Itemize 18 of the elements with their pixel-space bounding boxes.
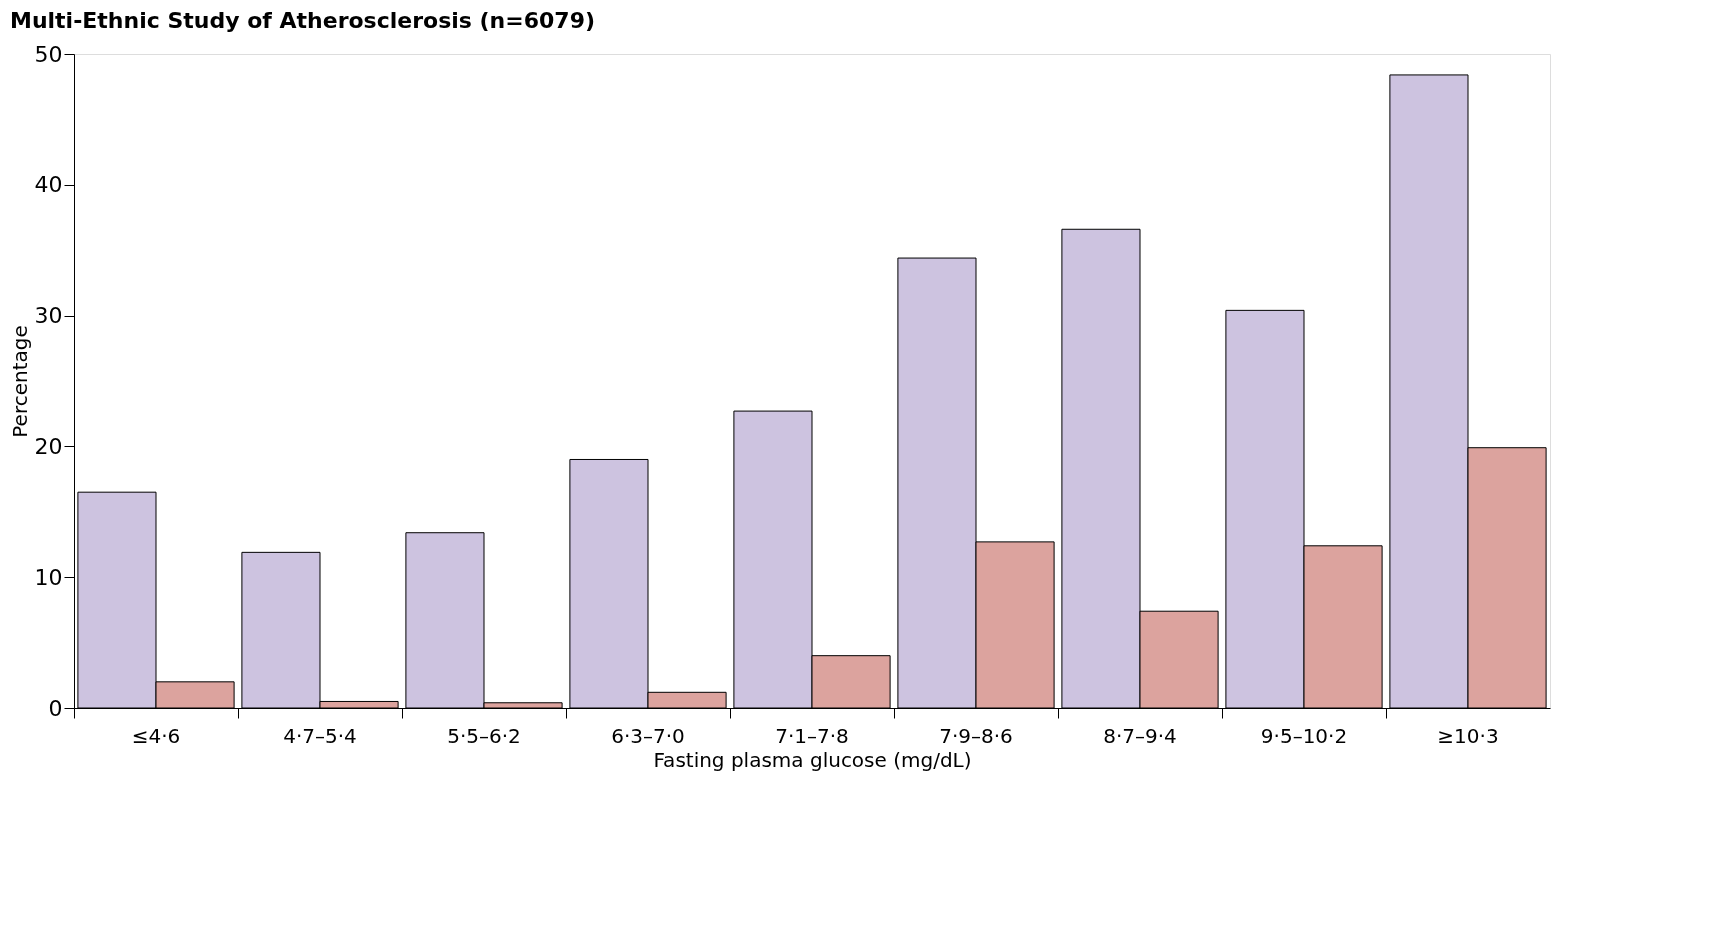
y-axis-title: Percentage <box>7 325 32 438</box>
y-tick-label: 40 <box>34 172 63 198</box>
x-tick-label: 7·9–8·6 <box>939 723 1013 748</box>
x-tick-label: 5·5–6·2 <box>447 723 521 748</box>
x-tick-label: 7·1–7·8 <box>775 723 849 748</box>
x-tick-label: 9·5–10·2 <box>1260 723 1348 748</box>
y-tick-label: 0 <box>48 695 63 721</box>
x-axis-title: Fasting plasma glucose (mg/dL) <box>653 747 972 772</box>
x-tick-label: ≤4·6 <box>131 723 181 748</box>
y-tick-label: 20 <box>34 433 63 459</box>
x-tick-label: 6·3–7·0 <box>611 723 685 748</box>
y-tick-label: 50 <box>34 41 63 67</box>
y-tick-label: 30 <box>34 303 63 329</box>
chart-title: Multi-Ethnic Study of Atherosclerosis (n=6079) <box>10 8 596 33</box>
y-tick-label: 10 <box>34 564 63 590</box>
x-tick-label: 8·7–9·4 <box>1103 723 1177 748</box>
x-tick-label: 4·7–5·4 <box>283 723 357 748</box>
x-tick-label: ≥10·3 <box>1437 723 1499 748</box>
